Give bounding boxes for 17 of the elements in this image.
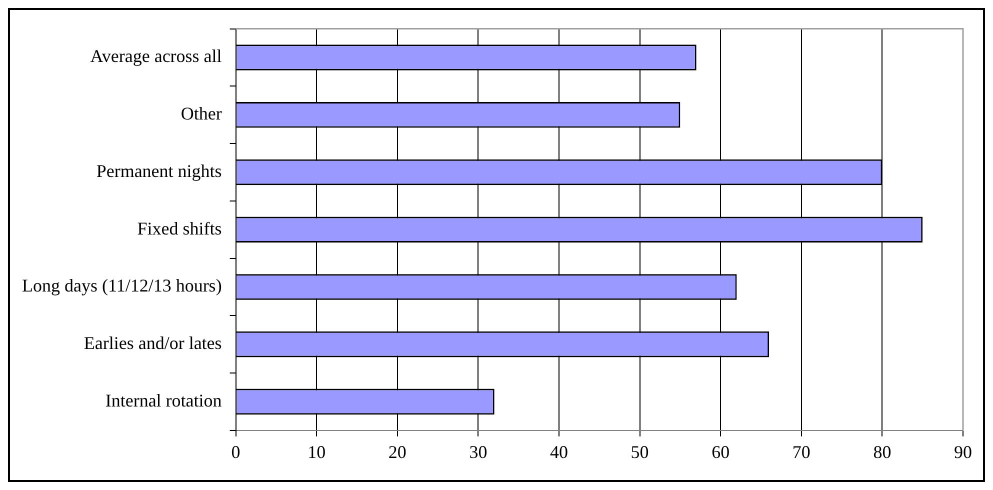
x-tick-label: 40: [550, 442, 568, 462]
x-tick-label: 50: [630, 442, 649, 462]
y-tick-label: Average across all: [90, 46, 222, 66]
x-tick-label: 20: [388, 442, 406, 462]
x-tick-label: 0: [231, 442, 240, 462]
x-tick-label: 10: [308, 442, 326, 462]
x-tick-label: 70: [792, 442, 810, 462]
y-tick-label: Other: [180, 104, 222, 124]
y-tick-label: Fixed shifts: [137, 218, 222, 238]
y-tick-label: Long days (11/12/13 hours): [22, 276, 222, 296]
x-tick-label: 90: [954, 442, 972, 462]
y-tick-label: Internal rotation: [105, 390, 222, 410]
x-tick-label: 80: [873, 442, 892, 462]
x-tick-label: 30: [469, 442, 488, 462]
y-tick-label: Permanent nights: [96, 160, 222, 181]
y-tick-label: Earlies and/or lates: [84, 333, 222, 354]
x-tick-label: 60: [712, 442, 730, 462]
